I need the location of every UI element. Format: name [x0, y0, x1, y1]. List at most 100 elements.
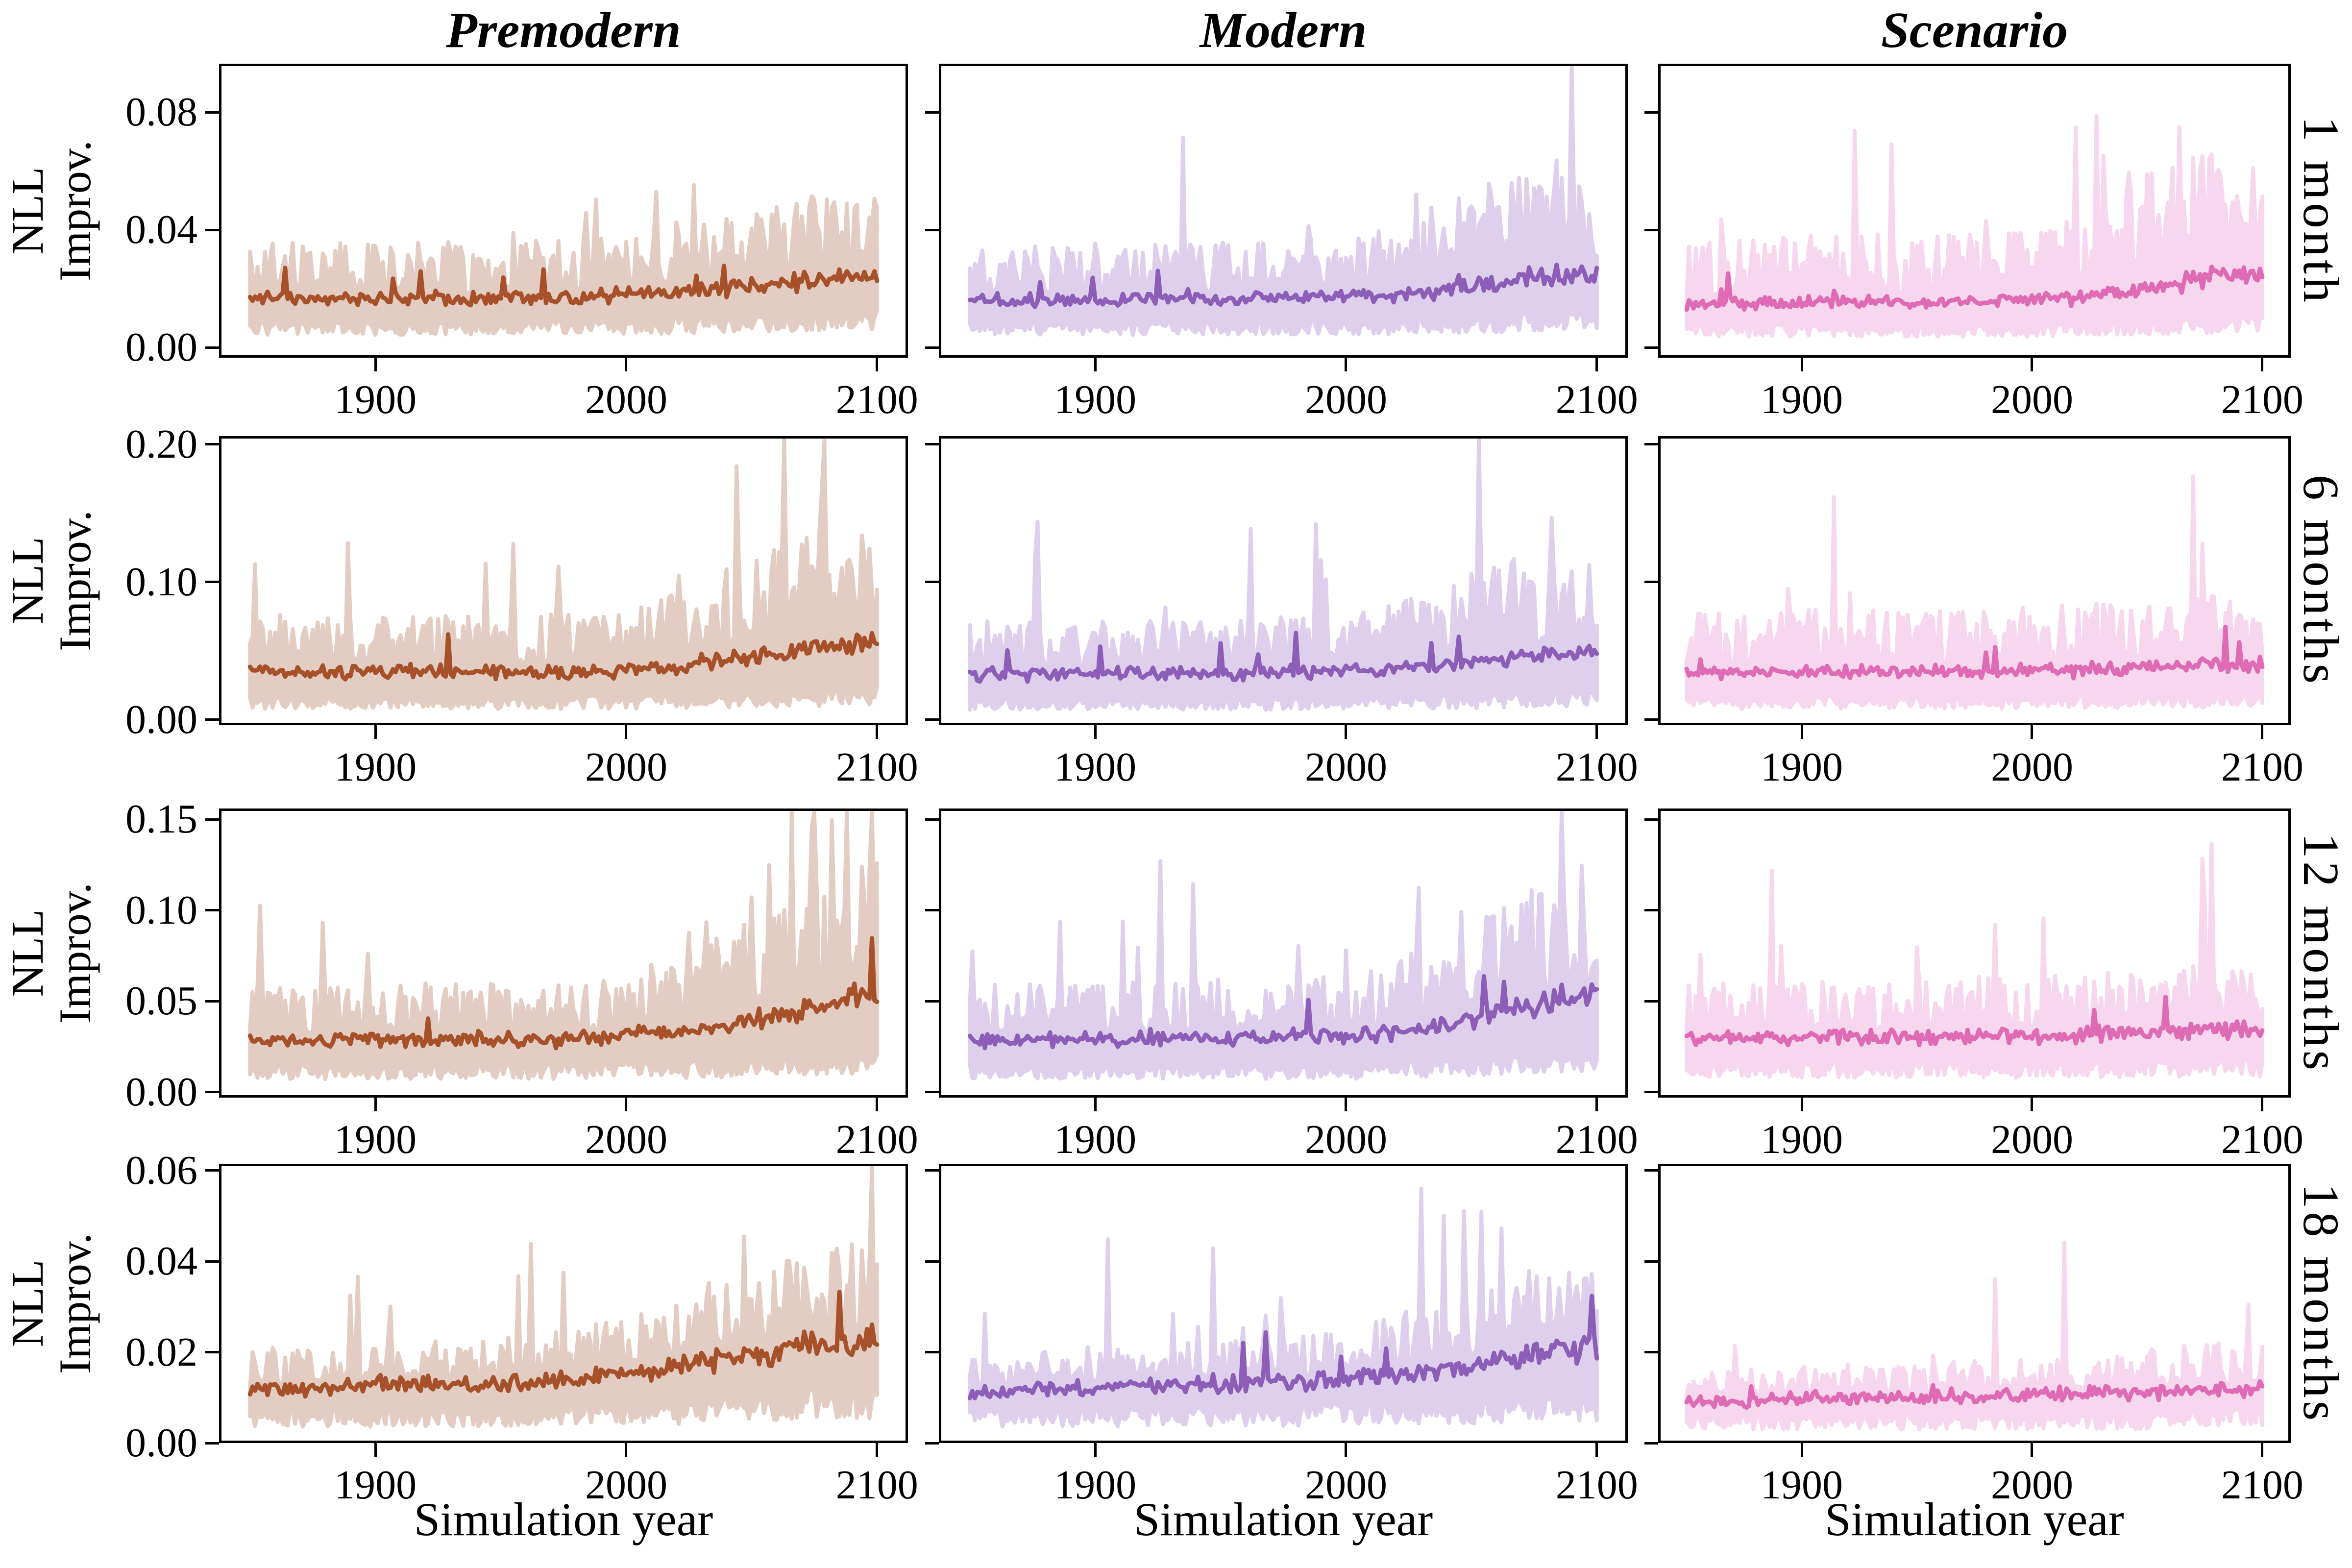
plot-panel-18-months-modern — [939, 1164, 1628, 1443]
axes-frame — [939, 64, 1628, 358]
x-tick-mark — [625, 1443, 628, 1457]
x-tick-mark — [625, 1098, 628, 1111]
mean-line — [967, 631, 1599, 684]
y-axis-label: NLL Improv. — [2, 1233, 100, 1374]
mean-line — [1684, 995, 2265, 1048]
y-tick-mark — [205, 818, 219, 821]
y-tick-mark — [205, 228, 219, 231]
y-axis-label: NLL Improv. — [2, 882, 100, 1024]
y-tick-mark — [205, 1000, 219, 1003]
uncertainty-band — [248, 183, 879, 337]
y-tick-mark — [1644, 1351, 1658, 1354]
y-tick-mark — [925, 1000, 939, 1003]
uncertainty-band — [968, 810, 1599, 1081]
y-tick-mark — [1644, 228, 1658, 231]
y-tick-mark — [925, 443, 939, 446]
plot-panel-12-months-modern — [939, 808, 1628, 1098]
x-tick-mark — [876, 358, 879, 371]
plot-panel-1-month-scenario — [1658, 64, 2291, 358]
x-tick-label: 1900 — [1761, 1117, 1843, 1162]
uncertainty-band — [1685, 842, 2264, 1080]
x-tick-label: 1900 — [1054, 1117, 1137, 1162]
y-tick-mark — [925, 818, 939, 821]
y-tick-mark — [205, 111, 219, 114]
y-tick-mark — [205, 346, 219, 349]
uncertainty-band — [248, 810, 879, 1081]
x-tick-label: 2100 — [2221, 744, 2303, 790]
y-tick-mark — [1644, 1091, 1658, 1094]
axes-frame — [1658, 436, 2291, 725]
x-tick-label: 1900 — [1054, 377, 1137, 422]
x-tick-mark — [1595, 725, 1598, 739]
x-tick-label: 2000 — [1990, 1117, 2073, 1162]
y-tick-label: 0.00 — [125, 1420, 197, 1466]
x-tick-label: 1900 — [1761, 1462, 1843, 1508]
x-tick-mark — [374, 358, 377, 371]
x-tick-label: 2000 — [1304, 1117, 1387, 1162]
x-tick-label: 2100 — [1555, 1462, 1638, 1508]
x-tick-label: 1900 — [1761, 377, 1843, 422]
y-tick-mark — [925, 228, 939, 231]
x-tick-label: 2100 — [835, 1117, 918, 1162]
x-tick-label: 1900 — [1054, 1462, 1137, 1508]
y-tick-mark — [925, 581, 939, 584]
mean-line — [967, 1294, 1599, 1400]
x-tick-label: 2000 — [585, 744, 667, 790]
axes-frame — [1658, 808, 2291, 1098]
x-tick-label: 1900 — [334, 1117, 417, 1162]
x-tick-mark — [1094, 725, 1097, 739]
x-tick-mark — [2261, 725, 2264, 739]
y-tick-label: 0.15 — [125, 796, 197, 842]
x-tick-mark — [876, 1098, 879, 1111]
uncertainty-band — [248, 438, 879, 711]
uncertainty-band — [1685, 1240, 2264, 1432]
uncertainty-band — [1685, 114, 2264, 339]
axes-frame — [219, 1164, 908, 1443]
x-tick-mark — [2261, 358, 2264, 371]
y-tick-mark — [205, 718, 219, 721]
x-tick-label: 2100 — [835, 744, 918, 790]
mean-line — [247, 1290, 880, 1399]
y-tick-mark — [205, 1091, 219, 1094]
x-tick-label: 2000 — [1990, 1462, 2073, 1508]
x-tick-mark — [2031, 1098, 2034, 1111]
y-tick-mark — [925, 1091, 939, 1094]
x-tick-mark — [374, 725, 377, 739]
plot-panel-6-months-scenario — [1658, 436, 2291, 725]
plot-panel-6-months-premodern — [219, 436, 908, 725]
x-tick-mark — [625, 358, 628, 371]
y-tick-mark — [1644, 111, 1658, 114]
x-tick-label: 2100 — [1555, 377, 1638, 422]
y-tick-mark — [205, 581, 219, 584]
y-tick-mark — [925, 111, 939, 114]
x-tick-label: 2000 — [585, 1462, 667, 1508]
plot-panel-12-months-premodern — [219, 808, 908, 1098]
uncertainty-band — [248, 1165, 879, 1429]
x-tick-label: 2000 — [1304, 377, 1387, 422]
x-tick-label: 2000 — [1304, 1462, 1387, 1508]
y-tick-mark — [1644, 1169, 1658, 1172]
x-tick-mark — [1345, 725, 1348, 739]
y-tick-mark — [1644, 1000, 1658, 1003]
x-tick-mark — [625, 725, 628, 739]
mean-line — [1684, 1379, 2265, 1410]
y-tick-mark — [205, 909, 219, 912]
axes-frame — [1658, 64, 2291, 358]
x-tick-mark — [1800, 725, 1803, 739]
mean-line — [1684, 624, 2265, 682]
y-tick-mark — [925, 1442, 939, 1445]
row-label-6-months: 6 months — [2293, 474, 2350, 687]
axes-frame — [219, 808, 908, 1098]
x-tick-mark — [1345, 1443, 1348, 1457]
x-tick-label: 2100 — [2221, 1462, 2303, 1508]
x-tick-mark — [1345, 1098, 1348, 1111]
y-tick-mark — [205, 1351, 219, 1354]
mean-line — [1684, 265, 2265, 312]
x-tick-mark — [1800, 358, 1803, 371]
uncertainty-band — [1685, 474, 2264, 711]
mean-line — [967, 974, 1599, 1051]
axes-frame — [939, 436, 1628, 725]
y-tick-mark — [925, 346, 939, 349]
y-tick-label: 0.10 — [125, 559, 197, 605]
y-tick-mark — [1644, 581, 1658, 584]
